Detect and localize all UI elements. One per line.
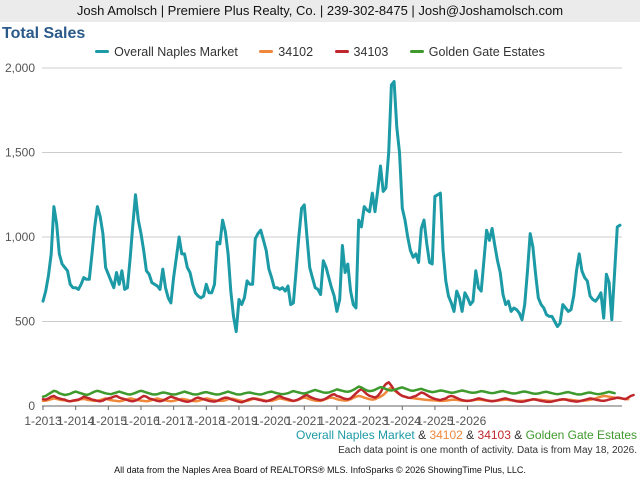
footer-series-34103: 34103 (477, 428, 511, 442)
legend-item-34102[interactable]: 34102 (259, 45, 313, 59)
footer-amp-2: & (466, 428, 475, 442)
legend-item-overall[interactable]: Overall Naples Market (95, 45, 238, 59)
chart-title: Total Sales (2, 25, 86, 42)
series-line-overall-naples-market (41, 80, 622, 334)
legend-label-34103: 34103 (353, 45, 389, 59)
footer-series-overall: Overall Naples Market (296, 428, 415, 442)
y-tick-label: 500 (15, 315, 35, 329)
footer-series-caption: Overall Naples Market & 34102 & 34103 & … (296, 428, 637, 442)
legend-swatch-34103 (334, 50, 349, 54)
x-tick-label: 1-2025 (416, 414, 454, 428)
legend-label-34102: 34102 (278, 45, 314, 59)
footer-series-34102: 34102 (429, 428, 463, 442)
y-tick-label: 1,000 (5, 230, 35, 244)
legend-label-golden-gate: Golden Gate Estates (428, 45, 545, 59)
x-tick-label: 1-2016 (122, 414, 160, 428)
x-tick-label: 1-2024 (384, 414, 422, 428)
x-tick-label: 1-2015 (90, 414, 128, 428)
x-tick-label: 1-2022 (318, 414, 356, 428)
footer-note: Each data point is one month of activity… (338, 445, 637, 456)
legend-item-golden-gate[interactable]: Golden Gate Estates (409, 45, 545, 59)
series-line-34103 (41, 381, 635, 404)
y-tick-label: 1,500 (5, 146, 35, 160)
legend-item-34103[interactable]: 34103 (334, 45, 389, 59)
x-tick-label: 1-2017 (155, 414, 193, 428)
series-line-golden-gate-estates (41, 385, 616, 398)
line-chart: 05001,0001,5002,0001-20131-20141-20151-2… (5, 61, 635, 428)
x-tick-label: 1-2018 (188, 414, 226, 428)
x-tick-label: 1-2026 (449, 414, 487, 428)
x-tick-label: 1-2014 (57, 414, 95, 428)
footer-series-golden-gate: Golden Gate Estates (525, 428, 637, 442)
header-contact-text: Josh Amolsch | Premiere Plus Realty, Co.… (76, 3, 564, 18)
legend-label-overall: Overall Naples Market (114, 45, 238, 59)
legend-swatch-overall (95, 50, 110, 54)
x-tick-label: 1-2020 (253, 414, 291, 428)
y-tick-label: 0 (28, 399, 35, 413)
header-bar: Josh Amolsch | Premiere Plus Realty, Co.… (0, 0, 640, 22)
chart-legend: Overall Naples Market 34102 34103 Golden… (0, 45, 640, 59)
x-tick-label: 1-2023 (351, 414, 389, 428)
footer-amp-3: & (514, 428, 523, 442)
x-tick-label: 1-2013 (24, 414, 62, 428)
footer-source: All data from the Naples Area Board of R… (114, 465, 526, 475)
x-tick-label: 1-2019 (220, 414, 258, 428)
x-tick-label: 1-2021 (286, 414, 324, 428)
footer-amp-1: & (418, 428, 427, 442)
legend-swatch-golden-gate (409, 50, 424, 54)
y-tick-label: 2,000 (5, 61, 35, 75)
legend-swatch-34102 (259, 50, 274, 54)
